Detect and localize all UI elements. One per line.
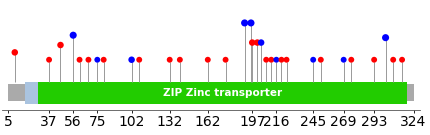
Point xyxy=(85,59,92,61)
Point xyxy=(273,59,280,61)
Point xyxy=(176,59,183,61)
Point xyxy=(258,41,264,44)
Bar xyxy=(25,82,38,104)
Text: ZIP Zinc transporter: ZIP Zinc transporter xyxy=(163,88,282,98)
Point xyxy=(94,59,101,61)
Point xyxy=(399,59,405,61)
Bar xyxy=(407,84,414,101)
Bar xyxy=(38,82,407,104)
Point xyxy=(76,59,83,61)
Point xyxy=(340,59,347,61)
Point xyxy=(100,59,107,61)
Point xyxy=(11,51,18,53)
Point xyxy=(204,59,211,61)
Point xyxy=(136,59,143,61)
Point xyxy=(278,59,285,61)
Point xyxy=(222,59,229,61)
Point xyxy=(268,59,275,61)
Bar xyxy=(9,84,25,101)
Point xyxy=(263,59,270,61)
Point xyxy=(128,59,135,61)
Point xyxy=(254,41,261,44)
Point xyxy=(371,59,378,61)
Point xyxy=(390,59,396,61)
Point xyxy=(166,59,173,61)
Point xyxy=(317,59,324,61)
Point xyxy=(248,22,255,24)
Point xyxy=(46,59,52,61)
Point xyxy=(241,22,248,24)
Point xyxy=(283,59,290,61)
Point xyxy=(310,59,316,61)
Point xyxy=(57,44,64,46)
Point xyxy=(249,41,256,44)
Point xyxy=(348,59,355,61)
Point xyxy=(70,34,77,36)
Point xyxy=(382,37,389,39)
